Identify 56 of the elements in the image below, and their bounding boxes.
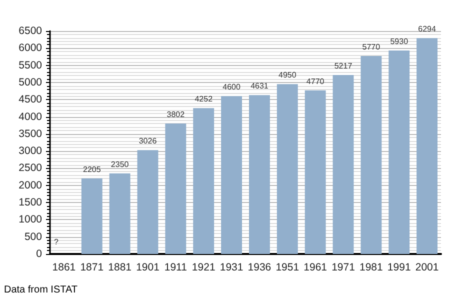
data-label: 2350 — [110, 160, 130, 169]
bar — [416, 38, 438, 254]
bar — [165, 124, 186, 254]
text: ? — [54, 238, 58, 246]
x-tick-label: 1951 — [276, 262, 300, 274]
x-tick-label: 1921 — [192, 262, 216, 274]
data-label: 2205 — [82, 164, 102, 174]
data-label: 4770 — [306, 76, 325, 86]
data-label: 3026 — [138, 136, 158, 146]
data-label: 5770 — [362, 42, 381, 52]
x-tick-label: 1936 — [248, 262, 272, 274]
data-label: 5217 — [334, 62, 353, 71]
x-tick-label: 1871 — [80, 262, 104, 274]
bar — [276, 84, 298, 254]
data-label: 5930 — [390, 37, 409, 46]
bar — [304, 90, 326, 254]
bar — [193, 108, 214, 254]
data-label: 4252 — [194, 94, 214, 104]
bar — [332, 75, 354, 254]
x-tick-label: 2001 — [415, 262, 439, 274]
y-tick-label: 3000 — [18, 145, 42, 158]
x-tick-label: 1931 — [220, 262, 244, 274]
y-tick-label: 4000 — [18, 110, 42, 123]
y-tick-label: 2500 — [18, 162, 42, 174]
x-tick-label: 1901 — [136, 262, 160, 274]
y-tick-label: 6500 — [18, 25, 42, 37]
y-tick-label: 1500 — [18, 196, 42, 209]
bar — [248, 95, 270, 254]
bar — [388, 50, 410, 254]
bar — [360, 56, 382, 254]
x-tick-label: 1991 — [387, 262, 411, 274]
y-tick-label: 5000 — [18, 76, 42, 88]
x-tick-label: 1981 — [360, 262, 384, 274]
y-tick-label: 6000 — [18, 42, 42, 54]
y-tick-label: 4500 — [18, 94, 42, 106]
x-tick-label: 1881 — [108, 262, 132, 274]
y-tick-label: 3500 — [18, 128, 42, 140]
y-tick-label: 5500 — [18, 59, 42, 72]
data-label: 4631 — [250, 82, 269, 91]
y-tick-label: 500 — [24, 230, 42, 243]
data-label: 4950 — [278, 70, 297, 80]
x-tick-label: 1961 — [304, 262, 328, 274]
y-tick-label: 2000 — [18, 179, 42, 192]
bar — [137, 150, 158, 254]
data-label: 3802 — [166, 110, 186, 120]
text: Data from ISTAT — [4, 284, 78, 296]
data-label: 6294 — [418, 24, 436, 34]
x-tick-label: 1971 — [332, 262, 356, 274]
x-tick-label: 1861 — [52, 262, 76, 274]
bar — [221, 96, 242, 254]
x-tick-label: 1911 — [164, 262, 188, 274]
bar — [109, 173, 130, 254]
data-label: 4600 — [222, 82, 241, 92]
y-tick-label: 1000 — [18, 214, 42, 226]
bar — [81, 178, 102, 254]
y-tick-label: 0 — [36, 248, 42, 260]
